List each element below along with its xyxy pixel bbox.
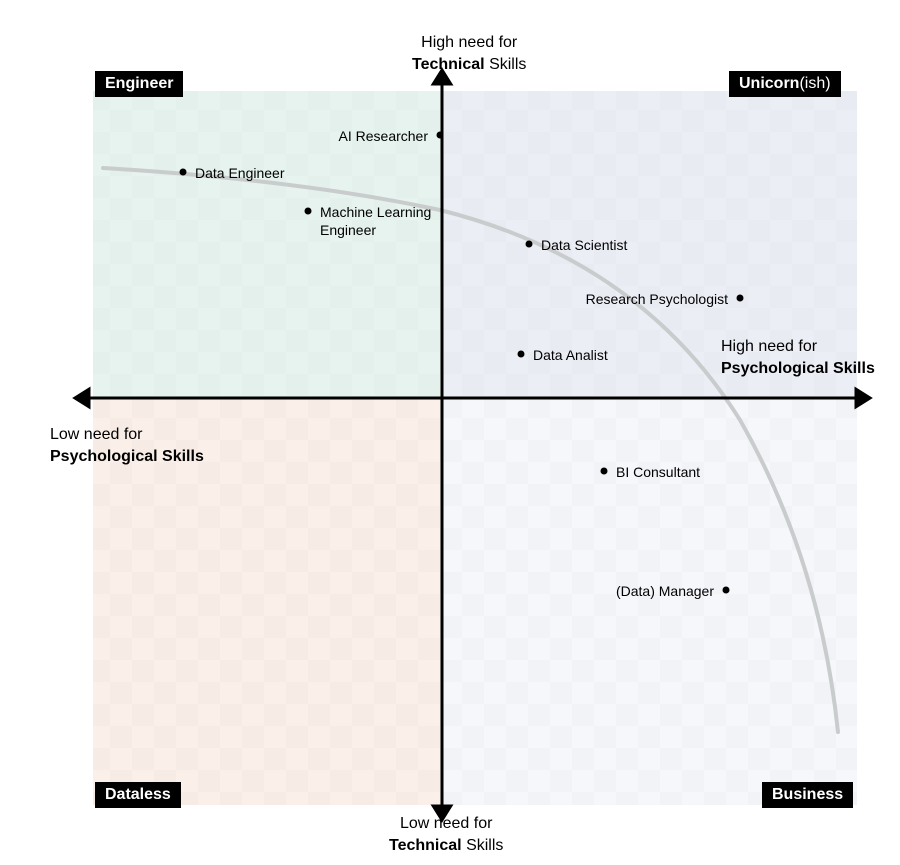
data-point — [737, 295, 744, 302]
quad-label-business: Business — [762, 782, 853, 808]
axis-label-line1: Low need for — [50, 426, 143, 443]
data-point-label: (Data) Manager — [616, 582, 714, 600]
quad-label-text: Business — [772, 786, 843, 803]
quad-label-text: Dataless — [105, 786, 171, 803]
axis-label-left: Low need for Psychological Skills — [50, 424, 204, 467]
quad-label-text: Unicorn — [739, 75, 799, 92]
axis-label-rest: Skills — [485, 56, 527, 73]
data-point-label: Research Psychologist — [586, 290, 728, 308]
data-point-label: Data Analist — [533, 346, 608, 364]
data-point — [518, 351, 525, 358]
quad-label-engineer: Engineer — [95, 71, 183, 97]
quad-label-suffix: (ish) — [799, 75, 830, 92]
data-point — [305, 208, 312, 215]
quad-label-unicorn: Unicorn(ish) — [729, 71, 841, 97]
data-point-label: AI Researcher — [339, 127, 428, 145]
data-point-label: Data Engineer — [195, 164, 285, 182]
data-point — [526, 241, 533, 248]
data-point-label: BI Consultant — [616, 463, 700, 481]
quad-label-dataless: Dataless — [95, 782, 181, 808]
data-point-label: Data Scientist — [541, 236, 627, 254]
axis-label-bold: Psychological Skills — [721, 360, 875, 377]
axis-label-bold: Psychological Skills — [50, 448, 204, 465]
axis-label-bottom: Low need for Technical Skills — [389, 813, 503, 856]
quadrant-fills — [93, 91, 857, 805]
data-point — [723, 587, 730, 594]
quad-label-text: Engineer — [105, 75, 173, 92]
data-point — [437, 132, 444, 139]
axis-label-line1: Low need for — [400, 815, 493, 832]
quadrant-chart: Engineer Unicorn(ish) Dataless Business … — [0, 0, 900, 865]
axis-label-rest: Skills — [462, 837, 504, 854]
axis-label-bold: Technical — [389, 837, 462, 854]
data-point — [601, 468, 608, 475]
data-point-label: Machine LearningEngineer — [320, 203, 431, 239]
axis-label-line1: High need for — [421, 34, 517, 51]
axis-label-top: High need for Technical Skills — [412, 32, 526, 75]
axis-label-bold: Technical — [412, 56, 485, 73]
axis-label-line1: High need for — [721, 338, 817, 355]
axis-label-right: High need for Psychological Skills — [721, 336, 875, 379]
data-point — [180, 169, 187, 176]
